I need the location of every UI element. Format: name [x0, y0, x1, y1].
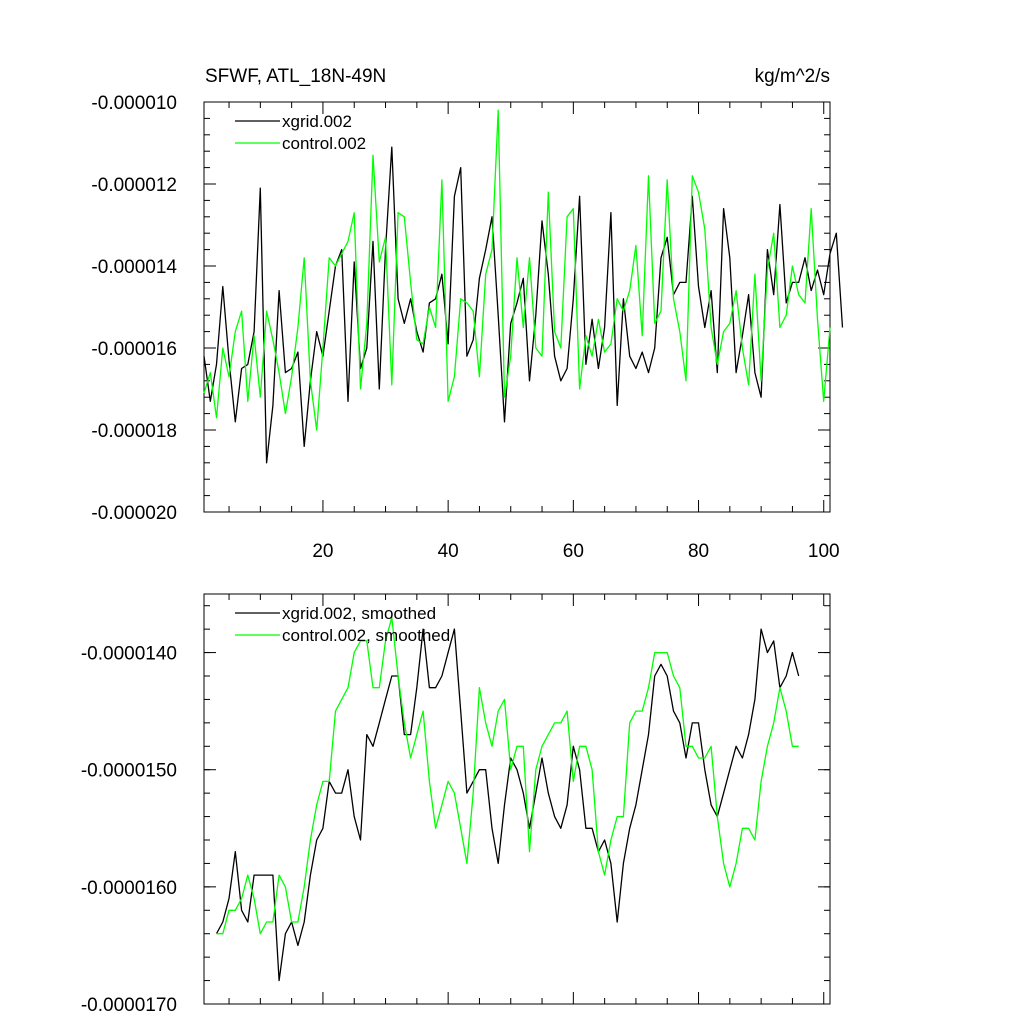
y-tick-label: -0.0000140 — [81, 644, 177, 665]
tick-marks-bottom — [204, 594, 830, 1005]
y-tick-labels-bottom: -0.0000140 -0.0000150 -0.0000160 -0.0000170 — [81, 644, 177, 1016]
y-tick-label: -0.000014 — [91, 257, 177, 278]
chart-title: SFWF, ATL_18N-49N — [205, 66, 386, 87]
x-tick-label: 80 — [688, 541, 709, 562]
legend-top: xgrid.002 control.002 — [235, 112, 366, 153]
y-tick-label: -0.0000170 — [81, 995, 177, 1016]
series-group-bottom — [215, 616, 800, 982]
panel-top: SFWF, ATL_18N-49N kg/m^2/s -0.000010-0.0… — [91, 66, 844, 562]
units-label: kg/m^2/s — [755, 66, 830, 87]
series-line-control-002-smoothed — [216, 616, 799, 935]
legend-label-xgrid-smoothed: xgrid.002, smoothed — [282, 604, 436, 623]
panel-bottom: -0.0000140 -0.0000150 -0.0000160 -0.0000170… — [81, 593, 831, 1016]
tick-marks-top — [204, 101, 830, 513]
y-tick-label: -0.000016 — [91, 339, 177, 360]
y-tick-label: -0.000012 — [91, 175, 177, 196]
legend-label-control: control.002 — [282, 134, 366, 153]
y-tick-label: -0.000020 — [91, 503, 177, 524]
x-tick-label: 100 — [808, 541, 840, 562]
y-tick-label: -0.000018 — [91, 421, 177, 442]
y-tick-label: -0.000010 — [91, 93, 177, 114]
series-line-control-002 — [203, 109, 831, 431]
legend-bottom: xgrid.002, smoothed control.002, smoothe… — [235, 604, 450, 645]
plot-frame-top — [203, 101, 831, 513]
x-tick-label: 40 — [438, 541, 459, 562]
legend-label-control-smoothed: control.002, smoothed — [282, 626, 450, 645]
series-line-xgrid-002-smoothed — [215, 628, 800, 982]
x-tick-label: 20 — [312, 541, 333, 562]
y-tick-label: -0.0000150 — [81, 761, 177, 782]
y-tick-label: -0.0000160 — [81, 878, 177, 899]
plot-frame-bottom — [203, 593, 831, 1005]
y-tick-labels-top: -0.000010 -0.000012 -0.000014 -0.000016 -0.0… — [91, 93, 177, 524]
legend-label-xgrid: xgrid.002 — [282, 112, 352, 131]
x-tick-label: 60 — [563, 541, 584, 562]
x-tick-labels-top: 20 40 60 80 100 — [312, 541, 839, 562]
series-group-top — [203, 109, 844, 464]
